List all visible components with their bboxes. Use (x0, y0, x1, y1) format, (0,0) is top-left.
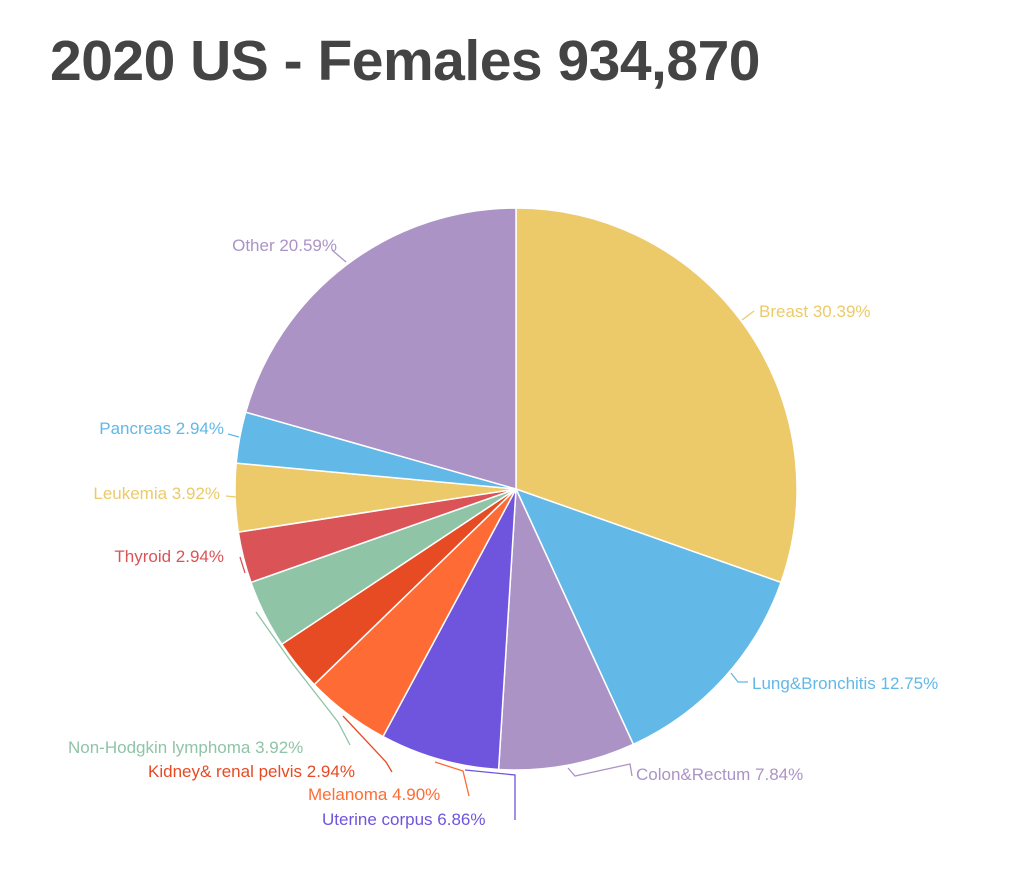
slice-label-melanoma: Melanoma 4.90% (308, 785, 440, 804)
pie-slices (234, 207, 798, 771)
label-leader-lines (225, 249, 755, 820)
pie-slice-colon-rectum (497, 488, 635, 771)
slice-label-uterine-corpus: Uterine corpus 6.86% (322, 810, 485, 829)
slice-label-pancreas: Pancreas 2.94% (99, 419, 224, 438)
slice-labels: Breast 30.39% Lung&Bronchitis 12.75% Colon… (68, 236, 938, 829)
slice-label-breast: Breast 30.39% (759, 302, 871, 321)
slice-label-thyroid: Thyroid 2.94% (114, 547, 224, 566)
pie-slice-uterine-corpus (382, 488, 517, 771)
leader-line-leukemia (225, 495, 237, 498)
slice-label-kidney-renal-pelvis: Kidney& renal pelvis 2.94% (148, 762, 355, 781)
leader-line-pancreas (227, 433, 240, 438)
pie-slice-breast (515, 207, 798, 584)
leader-line-kidney-renal-pelvis (342, 715, 393, 773)
slice-label-lung-bronchitis: Lung&Bronchitis 12.75% (752, 674, 938, 693)
slice-label-colon-rectum: Colon&Rectum 7.84% (636, 765, 803, 784)
leader-line-other (331, 249, 347, 263)
leader-line-uterine-corpus (464, 769, 516, 820)
chart-title: 2020 US - Females 934,870 (50, 29, 761, 93)
leader-line-melanoma (434, 761, 470, 797)
leader-line-breast (741, 310, 755, 321)
leader-line-non-hodgkin-lymphoma (255, 611, 351, 746)
slice-label-leukemia: Leukemia 3.92% (93, 484, 220, 503)
leader-line-thyroid (239, 556, 246, 574)
pie-slice-other (244, 207, 517, 490)
slice-label-other: Other 20.59% (232, 236, 337, 255)
leader-line-colon-rectum (567, 763, 633, 777)
pie-slice-lung-bronchitis (515, 488, 782, 746)
slice-label-non-hodgkin-lymphoma: Non-Hodgkin lymphoma 3.92% (68, 738, 303, 757)
leader-line-lung-bronchitis (730, 672, 748, 683)
